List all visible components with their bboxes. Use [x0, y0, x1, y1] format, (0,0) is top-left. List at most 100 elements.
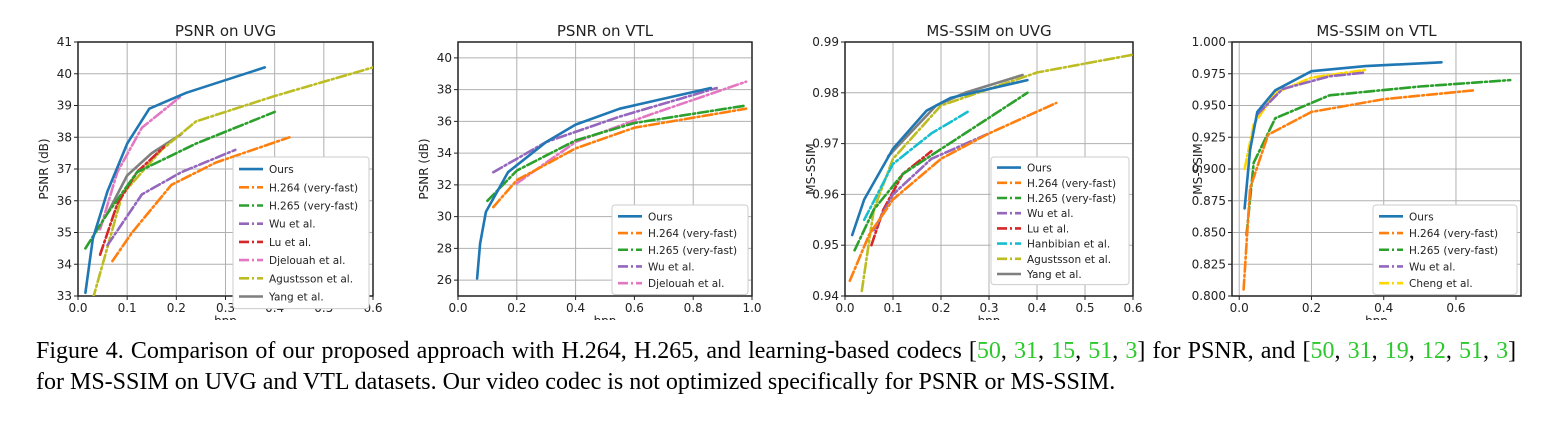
- y-tick-label: 32: [437, 178, 452, 192]
- series-line-h-264-very-fast: [848, 101, 1058, 283]
- chart-panel-3: 0.0 0.1 0.2 0.3 0.4 0.5 0.6 0.94 0.95 0.96 0.97 0.9…: [804, 22, 1143, 320]
- caption-refs-msssim: 50, 31, 19, 12, 51, 3: [1310, 338, 1509, 364]
- chart-title: MS-SSIM on UVG: [926, 22, 1051, 40]
- legend: Ours H.264 (very-fast) H.265 (very-fast) Wu…: [1372, 204, 1518, 295]
- legend-label: Yang et al.: [1026, 269, 1082, 281]
- citation-link[interactable]: 19: [1384, 338, 1409, 364]
- citation-link[interactable]: 12: [1421, 338, 1446, 364]
- y-tick-label: 0.99: [812, 35, 839, 49]
- legend-box: [232, 156, 370, 310]
- y-tick-label: 0.850: [1192, 226, 1226, 240]
- y-tick-label: 39: [57, 99, 72, 113]
- chart-panel-2: 0.0 0.2 0.4 0.6 0.8 1.0 26 28 30 32 34 36 38 40 PSNR o…: [417, 22, 762, 320]
- y-axis-label: PSNR (dB): [37, 138, 51, 199]
- citation-link[interactable]: 50: [1310, 338, 1335, 364]
- x-tick-label: 0.3: [979, 301, 998, 315]
- legend-label: Wu et al.: [648, 261, 695, 273]
- series-line-wu-et-al: [492, 86, 718, 174]
- y-tick-label: 0.95: [812, 238, 839, 252]
- series-line-yang-et-al: [106, 132, 183, 215]
- legend-label: Ours: [648, 211, 673, 223]
- x-tick-label: 0.0: [68, 301, 87, 315]
- y-tick-label: 34: [57, 257, 72, 271]
- y-tick-label: 28: [437, 241, 452, 255]
- series-line-ours: [475, 86, 713, 280]
- series-line-h-265-very-fast: [84, 110, 276, 250]
- series-line-wu-et-al: [106, 148, 237, 247]
- series-line-ours: [84, 66, 267, 295]
- y-tick-label: 33: [57, 289, 72, 303]
- x-axis-label: bpp: [978, 314, 1001, 320]
- citation-link[interactable]: 51: [1088, 338, 1113, 364]
- x-tick-label: 0.6: [1123, 301, 1142, 315]
- legend-label: H.264 (very-fast): [1409, 228, 1498, 240]
- caption-tail: ] for MS-SSIM on UVG and VTL datasets. O…: [36, 338, 1517, 395]
- series-group: [475, 80, 748, 280]
- citation-link[interactable]: 15: [1051, 338, 1076, 364]
- y-tick-label: 0.96: [812, 187, 839, 201]
- legend-label: Lu et al.: [1027, 223, 1069, 235]
- x-tick-label: 0.6: [1446, 301, 1465, 315]
- x-tick-label: 0.6: [625, 301, 644, 315]
- legend-label: H.264 (very-fast): [648, 228, 737, 240]
- series-line-agustsson-et-al: [92, 66, 373, 296]
- y-tick-label: 0.97: [812, 137, 839, 151]
- y-tick-label: 41: [57, 35, 72, 49]
- x-tick-label: 0.8: [684, 301, 703, 315]
- citation-link[interactable]: 31: [1014, 338, 1039, 364]
- citation-link[interactable]: 51: [1459, 338, 1484, 364]
- figure-caption: Figure 4. Comparison of our proposed app…: [36, 336, 1516, 398]
- legend-box: [1372, 204, 1518, 295]
- series-line-h-265-very-fast: [1245, 78, 1512, 237]
- y-tick-label: 0.825: [1192, 257, 1226, 271]
- legend-label: H.265 (very-fast): [1027, 193, 1116, 205]
- series-line-h-265-very-fast: [486, 104, 748, 203]
- y-tick-label: 0.800: [1192, 289, 1226, 303]
- series-line-agustsson-et-al: [860, 53, 1133, 293]
- caption-lead: Figure 4. Comparison of our proposed app…: [36, 338, 977, 364]
- y-tick-label: 0.925: [1192, 130, 1226, 144]
- x-tick-label: 0.0: [448, 301, 467, 315]
- series-line-wu-et-al: [1256, 71, 1367, 116]
- y-tick-label: 0.98: [812, 86, 839, 100]
- legend-label: H.265 (very-fast): [648, 245, 737, 257]
- y-tick-label: 34: [437, 146, 452, 160]
- axes-frame: [844, 41, 1134, 297]
- x-tick-label: 0.0: [835, 301, 854, 315]
- chart-title: PSNR on UVG: [175, 22, 276, 40]
- x-tick-label: 0.1: [118, 301, 137, 315]
- legend-label: Cheng et al.: [1409, 278, 1473, 290]
- x-tick-label: 0.2: [931, 301, 950, 315]
- y-tick-label: 40: [57, 67, 72, 81]
- legend-label: Djelouah et al.: [269, 255, 346, 267]
- citation-link[interactable]: 3: [1125, 338, 1138, 364]
- x-tick-label: 0.0: [1230, 301, 1249, 315]
- legend-label: Lu et al.: [269, 237, 311, 249]
- y-tick-label: 0.950: [1192, 99, 1226, 113]
- citation-link[interactable]: 31: [1347, 338, 1372, 364]
- series-group: [1242, 61, 1512, 291]
- x-tick-label: 1.0: [742, 301, 761, 315]
- legend-label: H.264 (very-fast): [269, 182, 358, 194]
- y-tick-label: 40: [437, 51, 452, 65]
- x-axis-label: bpp: [594, 314, 617, 320]
- legend-box: [611, 204, 749, 295]
- x-tick-label: 0.4: [1374, 301, 1393, 315]
- citation-link[interactable]: 50: [976, 338, 1001, 364]
- legend-label: Ours: [1027, 163, 1052, 175]
- y-axis-label: MS-SSIM: [804, 143, 818, 194]
- y-tick-label: 1.000: [1192, 35, 1226, 49]
- chart-title: PSNR on VTL: [557, 22, 654, 40]
- caption-mid: ] for PSNR, and [: [1137, 338, 1311, 364]
- legend-label: Ours: [1409, 211, 1434, 223]
- legend: Ours H.264 (very-fast) H.265 (very-fast) Wu…: [990, 156, 1130, 286]
- y-tick-label: 0.875: [1192, 194, 1226, 208]
- legend-box: [990, 156, 1130, 286]
- series-line-cheng-et-al: [1243, 68, 1367, 171]
- citation-link[interactable]: 3: [1496, 338, 1509, 364]
- series-line-ours: [850, 78, 1029, 237]
- x-tick-label: 0.3: [216, 301, 235, 315]
- legend-label: Wu et al.: [1027, 208, 1074, 220]
- series-line-djelouah-et-al: [98, 94, 183, 231]
- legend-label: Djelouah et al.: [648, 278, 725, 290]
